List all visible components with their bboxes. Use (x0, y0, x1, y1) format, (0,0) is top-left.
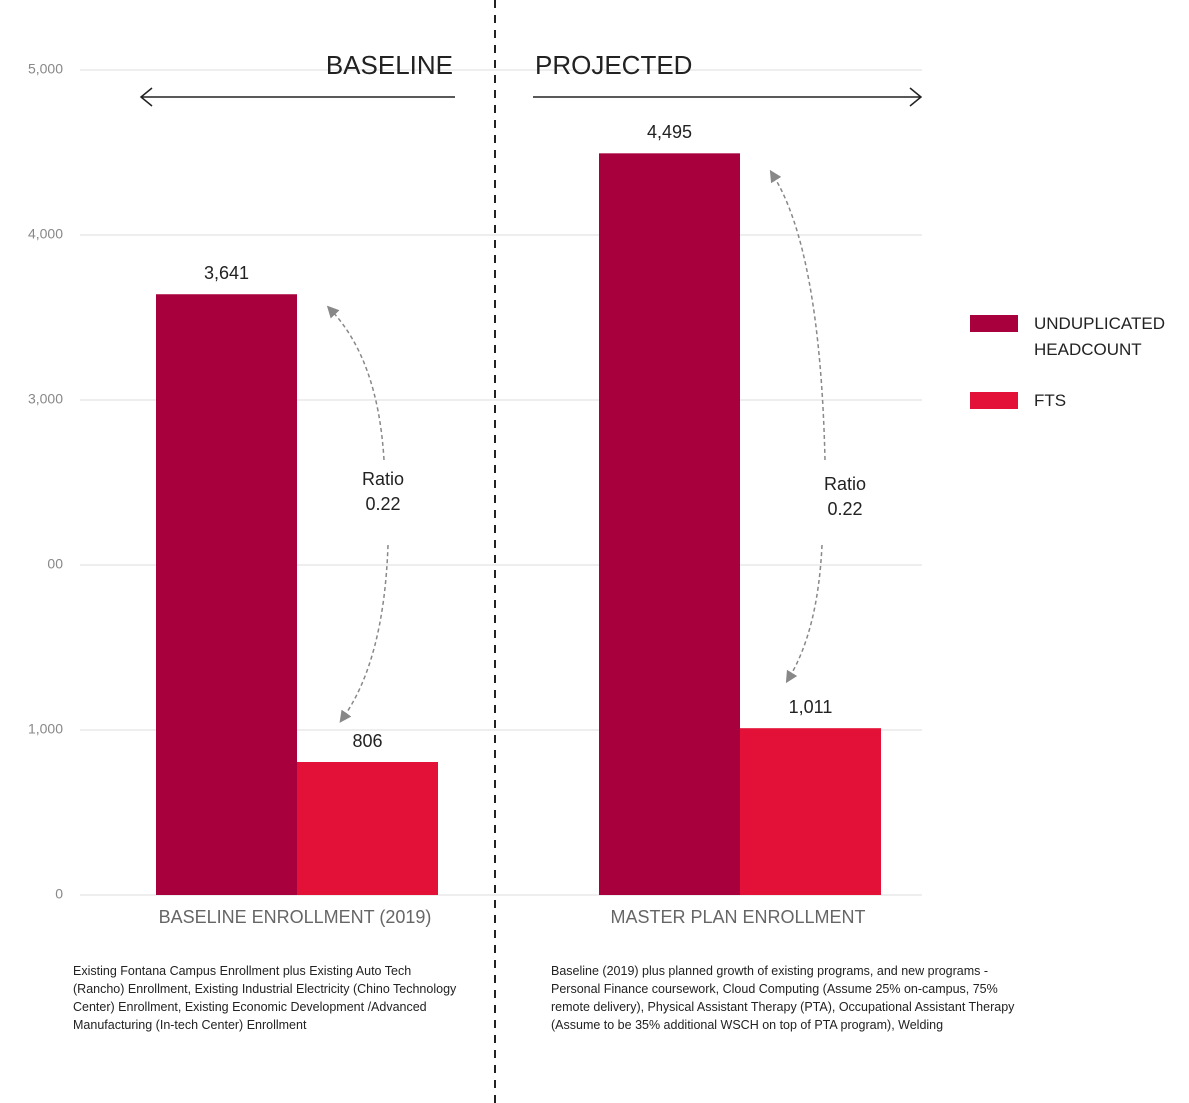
ratio-label: Ratio (824, 474, 866, 494)
legend-swatch (970, 315, 1018, 332)
y-tick-label: 5,000 (28, 61, 63, 77)
x-tick-label: MASTER PLAN ENROLLMENT (610, 907, 865, 927)
x-tick-label: BASELINE ENROLLMENT (2019) (159, 907, 432, 927)
arrow (139, 87, 455, 107)
y-tick-label: 4,000 (28, 226, 63, 242)
y-tick-label: 1,000 (28, 721, 63, 737)
value-label: 4,495 (647, 122, 692, 142)
legend-swatch (970, 392, 1018, 409)
ratio-arrow (339, 544, 389, 723)
description: Existing Fontana Campus Enrollment plus … (73, 964, 457, 1032)
ratio-value: 0.22 (827, 499, 862, 519)
ratio-label: Ratio (362, 469, 404, 489)
y-tick-label: 00 (47, 556, 63, 572)
section-label: BASELINE (326, 50, 453, 80)
bar (599, 153, 740, 895)
value-label: 1,011 (789, 697, 833, 717)
value-label: 3,641 (204, 263, 249, 283)
y-tick-label: 0 (55, 886, 63, 902)
bar (740, 728, 881, 895)
bar (156, 294, 297, 895)
y-tick-label: 3,000 (28, 391, 63, 407)
legend-label: UNDUPLICATED HEADCOUNT (1034, 314, 1165, 359)
ratio-arrow (326, 305, 385, 461)
legend-item: UNDUPLICATED HEADCOUNT (970, 311, 1184, 363)
arrow (533, 87, 923, 107)
legend-item: FTS (970, 388, 1184, 414)
value-label: 806 (352, 731, 382, 751)
bar (297, 762, 438, 895)
ratio-arrow (769, 169, 826, 461)
description: Baseline (2019) plus planned growth of e… (551, 964, 1015, 1032)
ratio-value: 0.22 (365, 494, 400, 514)
legend-label: FTS (1034, 391, 1067, 410)
section-label: PROJECTED (535, 50, 692, 80)
